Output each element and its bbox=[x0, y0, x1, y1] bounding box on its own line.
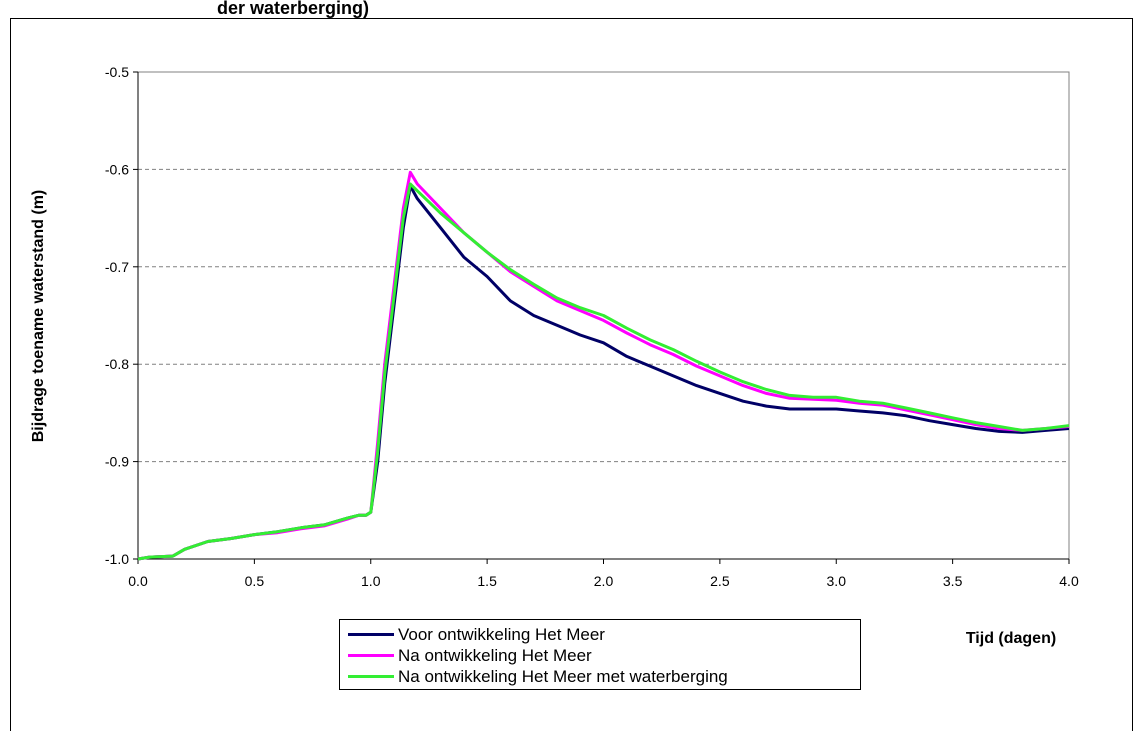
legend-swatch bbox=[348, 675, 394, 678]
y-axis-label: Bijdrage toename waterstand (m) bbox=[30, 190, 47, 443]
y-tick-label: -1.0 bbox=[105, 551, 129, 567]
axes bbox=[133, 71, 1070, 564]
legend-swatch bbox=[348, 633, 394, 636]
chart-title: der waterberging) bbox=[217, 0, 370, 18]
x-tick-label: 3.5 bbox=[943, 573, 963, 589]
x-tick-label: 1.5 bbox=[477, 573, 497, 589]
legend-label: Voor ontwikkeling Het Meer bbox=[398, 624, 605, 644]
y-tick-label: -0.5 bbox=[105, 64, 129, 80]
legend-label: Na ontwikkeling Het Meer bbox=[398, 645, 592, 665]
x-tick-label: 2.0 bbox=[594, 573, 614, 589]
y-tick-label: -0.6 bbox=[105, 161, 129, 177]
y-tick-label: -0.9 bbox=[105, 454, 129, 470]
chart-frame bbox=[10, 18, 1133, 731]
legend-item: Na ontwikkeling Het Meer met waterbergin… bbox=[348, 666, 860, 687]
series-line-3 bbox=[137, 182, 1070, 561]
y-tick-labels: -0.5 -0.6 -0.7 -0.8 -0.9 -1.0 bbox=[105, 64, 129, 567]
y-tick-label: -0.8 bbox=[105, 356, 129, 372]
x-axis-label: Tijd (dagen) bbox=[966, 630, 1056, 647]
series-lines bbox=[137, 170, 1070, 561]
legend: Voor ontwikkeling Het Meer Na ontwikkeli… bbox=[339, 619, 861, 690]
x-tick-label: 3.0 bbox=[827, 573, 847, 589]
x-tick-label: 1.0 bbox=[361, 573, 381, 589]
y-tick-label: -0.7 bbox=[105, 259, 129, 275]
x-tick-label: 2.5 bbox=[710, 573, 730, 589]
legend-item: Na ontwikkeling Het Meer bbox=[348, 645, 860, 666]
x-tick-label: 4.0 bbox=[1059, 573, 1079, 589]
legend-swatch bbox=[348, 654, 394, 657]
x-tick-label: 0.0 bbox=[128, 573, 148, 589]
legend-label: Na ontwikkeling Het Meer met waterbergin… bbox=[398, 666, 728, 686]
legend-item: Voor ontwikkeling Het Meer bbox=[348, 624, 860, 645]
x-tick-label: 0.5 bbox=[245, 573, 265, 589]
x-tick-labels: 0.0 0.5 1.0 1.5 2.0 2.5 3.0 3.5 4.0 bbox=[128, 573, 1079, 589]
gridlines bbox=[138, 168, 1069, 463]
